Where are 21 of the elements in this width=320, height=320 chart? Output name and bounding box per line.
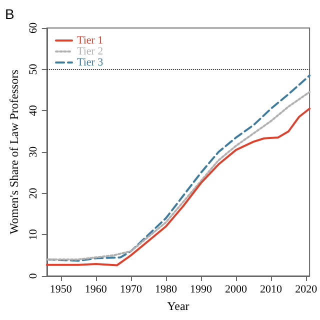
x-tick-label: 1990 (190, 284, 212, 296)
y-tick-label: 20 (27, 187, 40, 199)
y-tick-label: 50 (27, 63, 40, 75)
legend-label: Tier 1 (77, 34, 104, 46)
x-tick-label: 2010 (260, 284, 283, 296)
x-tick-label: 1950 (50, 284, 72, 296)
y-tick-label: 30 (27, 146, 40, 158)
x-tick-label: 2020 (295, 284, 318, 296)
legend-label: Tier 3 (77, 56, 104, 68)
chart-title: B (5, 6, 14, 22)
x-tick-label: 1960 (84, 284, 108, 296)
y-tick-label: 60 (27, 22, 40, 34)
y-tick-label: 40 (27, 104, 40, 116)
legend-label: Tier 2 (77, 46, 104, 58)
x-tick-label: 1970 (120, 284, 142, 296)
y-tick-label: 10 (27, 228, 40, 240)
y-tick-label: 0 (27, 272, 40, 279)
x-tick-label: 2000 (225, 284, 248, 296)
y-axis-title: Women's Share of Law Professors (7, 69, 21, 234)
x-tick-label: 1980 (154, 284, 178, 296)
x-axis-title: Year (167, 299, 190, 313)
